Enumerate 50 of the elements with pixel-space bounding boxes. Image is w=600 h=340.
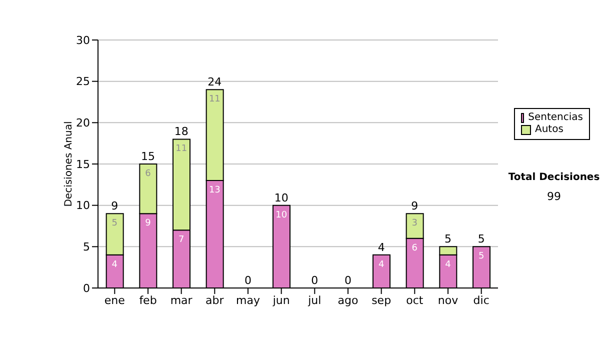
- x-tick-label: sep: [372, 294, 392, 307]
- total-label: 5: [444, 232, 452, 246]
- total-label: 24: [208, 76, 222, 89]
- total-label: 10: [274, 191, 288, 204]
- x-tick-label: jul: [307, 294, 322, 307]
- total-label: 5: [478, 232, 485, 246]
- x-tick-label: jun: [272, 294, 290, 307]
- x-tick-label: ene: [104, 294, 126, 307]
- data-label: 11: [208, 94, 220, 105]
- total-label: 0: [311, 274, 318, 287]
- x-tick-label: abr: [206, 294, 224, 307]
- total-label: 9: [411, 200, 418, 213]
- total-label: 4: [378, 240, 385, 254]
- total-label: 9: [111, 200, 118, 213]
- legend-label: Autos: [534, 124, 564, 136]
- x-tick-label: oct: [406, 294, 424, 307]
- y-tick-label: 15: [76, 158, 90, 171]
- legend-label: Sentencias: [527, 112, 583, 124]
- x-tick-label: ago: [338, 294, 358, 307]
- text: Total Decisiones: [508, 172, 600, 183]
- data-label: 5: [478, 252, 484, 262]
- y-tick-label: 25: [76, 75, 90, 88]
- data-label: 9: [145, 218, 152, 229]
- data-label: 10: [276, 210, 288, 220]
- y-axis-title: Decisiones Anual: [64, 121, 75, 207]
- data-label: 13: [208, 186, 220, 196]
- y-tick-label: 30: [76, 34, 90, 47]
- text: 99: [546, 190, 562, 203]
- y-tick-label: 20: [76, 116, 90, 130]
- data-label: 3: [412, 218, 418, 229]
- data-label: 5: [112, 218, 118, 229]
- data-label: 4: [445, 260, 452, 270]
- y-tick-label: 10: [76, 199, 90, 212]
- total-label: 15: [141, 150, 155, 163]
- data-label: 4: [378, 260, 384, 270]
- y-tick-label: 5: [83, 240, 90, 254]
- data-label: 6: [412, 243, 418, 254]
- data-label: 11: [176, 144, 188, 154]
- x-tick-label: mar: [170, 294, 193, 307]
- total-label: 0: [344, 274, 352, 287]
- x-tick-label: feb: [139, 294, 157, 307]
- x-tick-label: may: [236, 294, 260, 307]
- y-tick-label: 0: [83, 282, 90, 295]
- total-label: 0: [244, 274, 252, 287]
- x-tick-label: dic: [473, 294, 490, 307]
- data-label: 6: [145, 169, 152, 179]
- x-tick-label: nov: [438, 294, 459, 307]
- total-label: 18: [174, 125, 188, 138]
- data-label: 4: [112, 260, 118, 270]
- data-label: 7: [178, 235, 184, 246]
